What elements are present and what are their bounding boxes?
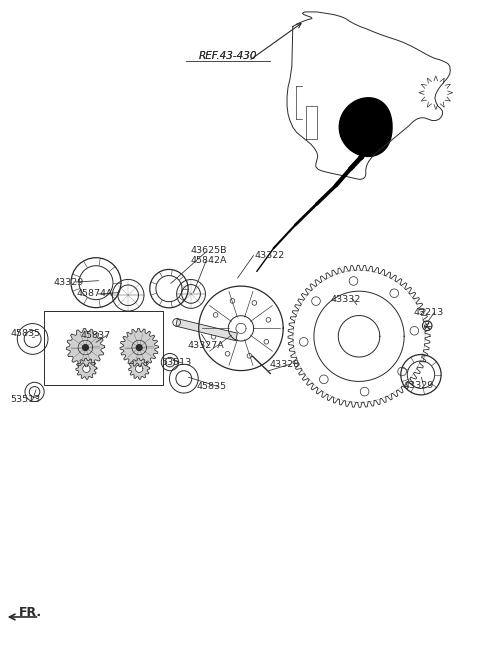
Text: 53513: 53513 [11, 395, 41, 404]
Polygon shape [129, 358, 150, 379]
Polygon shape [83, 345, 88, 350]
Text: 43625B: 43625B [190, 246, 227, 255]
Text: 45842A: 45842A [190, 256, 227, 265]
Polygon shape [120, 328, 158, 367]
Text: 45835: 45835 [197, 382, 227, 391]
Text: 43213: 43213 [414, 308, 444, 317]
Text: 43329: 43329 [54, 277, 84, 287]
Text: 53513: 53513 [161, 358, 191, 367]
Polygon shape [176, 318, 237, 341]
Text: REF.43-430: REF.43-430 [199, 51, 257, 61]
Polygon shape [339, 98, 392, 156]
Text: FR.: FR. [19, 606, 42, 619]
Text: REF.43-430: REF.43-430 [199, 51, 257, 61]
Text: 43329: 43329 [403, 381, 433, 390]
Text: 45835: 45835 [11, 329, 41, 338]
Text: 43322: 43322 [254, 251, 285, 260]
Text: 43332: 43332 [330, 295, 360, 304]
Text: 43328: 43328 [270, 359, 300, 369]
Polygon shape [66, 328, 105, 367]
Polygon shape [136, 345, 142, 350]
Text: 45874A: 45874A [77, 289, 113, 299]
Text: 45837: 45837 [81, 331, 111, 340]
Polygon shape [135, 365, 143, 373]
Polygon shape [76, 358, 97, 379]
Polygon shape [83, 365, 90, 373]
Text: 43327A: 43327A [187, 341, 224, 350]
